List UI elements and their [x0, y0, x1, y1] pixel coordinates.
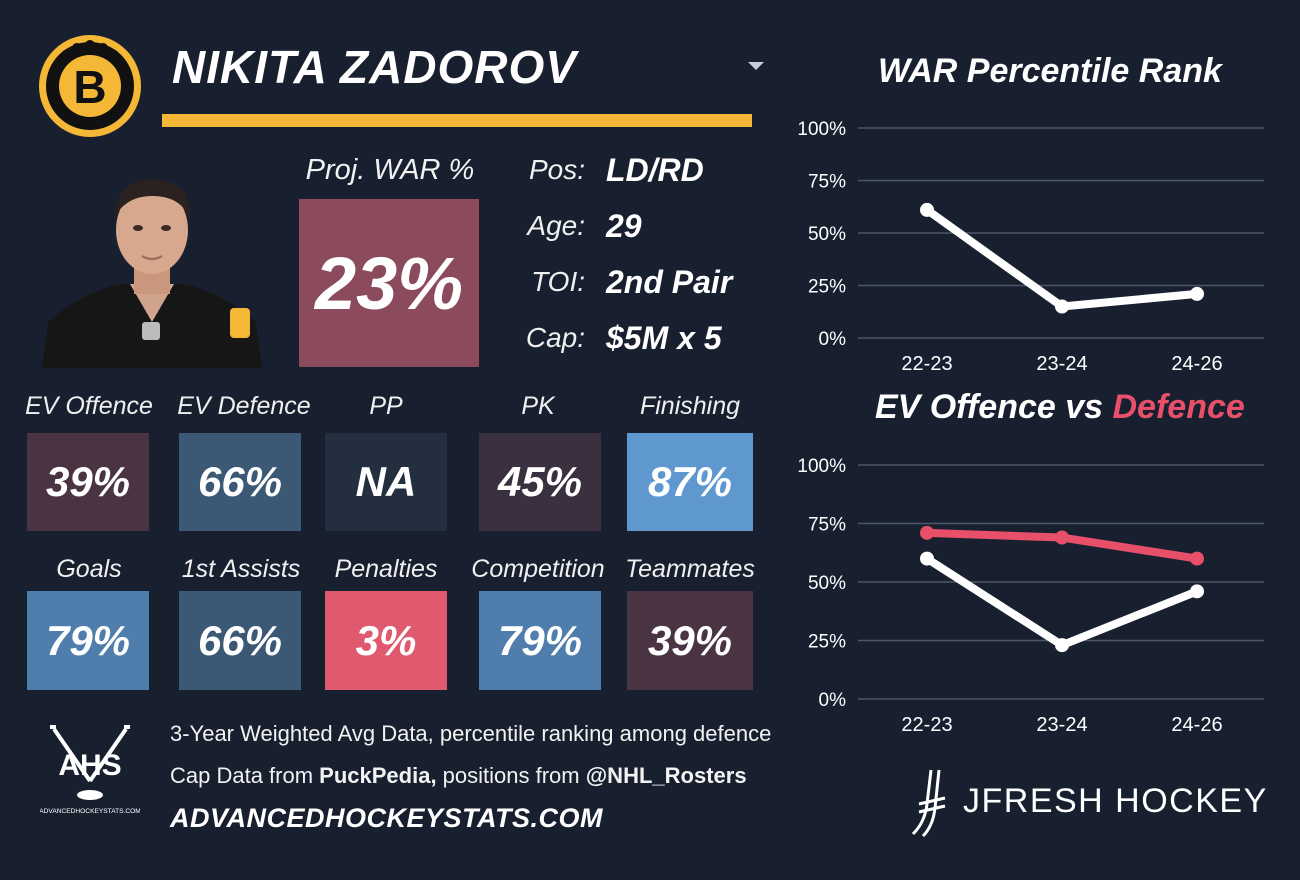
- finishing-value: 87%: [647, 458, 733, 505]
- goals-label: Goals: [56, 555, 122, 583]
- ev-defence-tile: 66%: [179, 433, 301, 531]
- chart1-xtick-label: 23-24: [1036, 353, 1087, 375]
- chart1-data-point: [920, 202, 934, 217]
- war-percentile-chart: 0% 25% 50% 75% 100% 22-23 23-24 24-26: [797, 119, 1264, 375]
- penalties-value: 3%: [355, 616, 417, 664]
- penalties-label: Penalties: [334, 555, 438, 583]
- chart2-title-defence: Defence: [1112, 388, 1245, 426]
- chart2-title-offence: EV Offence vs: [875, 388, 1113, 426]
- age-value: 29: [606, 208, 642, 244]
- ahs-logo: AHS ADVANCEDHOCKEYSTATS.COM: [40, 725, 140, 815]
- cap-value: $5M x 5: [606, 320, 722, 356]
- chart2-data-point: [1190, 551, 1204, 566]
- competition-tile: 79%: [479, 591, 601, 690]
- chart2-series-line: [923, 554, 1201, 650]
- toi-value: 2nd Pair: [606, 264, 733, 300]
- chart2-data-point: [1190, 584, 1204, 599]
- chart2-ytick-label: 100%: [797, 456, 846, 477]
- ahs-logo-sub: ADVANCEDHOCKEYSTATS.COM: [40, 808, 140, 815]
- footer-line-2: Cap Data from PuckPedia, positions from …: [170, 763, 747, 789]
- chart2-ytick-label: 25%: [808, 632, 846, 653]
- player-name: NIKITA ZADOROV: [172, 41, 577, 93]
- chart1-ytick-label: 0%: [819, 329, 847, 350]
- chart1-data-point: [1190, 286, 1204, 301]
- pp-value: NA: [355, 458, 417, 505]
- pk-value: 45%: [497, 458, 583, 505]
- finishing-label: Finishing: [639, 392, 741, 420]
- footer-line-1: 3-Year Weighted Avg Data, percentile ran…: [170, 721, 772, 746]
- war-value-box: 23%: [299, 199, 479, 367]
- chart2-data-point: [1055, 530, 1069, 545]
- competition-value: 79%: [497, 616, 583, 664]
- chart2-ytick-label: 75%: [808, 515, 846, 536]
- chart1-ytick-label: 25%: [808, 277, 846, 298]
- chart1-title: WAR Percentile Rank: [878, 52, 1222, 90]
- chart2-ytick-label: 0%: [819, 690, 847, 711]
- chart2-xtick-label: 24-26: [1171, 714, 1222, 736]
- nhl-rosters-link[interactable]: @NHL_Rosters: [585, 763, 747, 788]
- chart2-data-point: [1055, 638, 1069, 653]
- penalties-tile: 3%: [325, 591, 447, 690]
- chart1-xtick-label: 24-26: [1171, 353, 1222, 375]
- chart2-data-point: [920, 525, 934, 540]
- ev-defence-value: 66%: [197, 458, 283, 505]
- competition-label: Competition: [471, 555, 605, 583]
- chart2-title: EV Offence vs Defence: [875, 388, 1245, 427]
- teammates-label: Teammates: [625, 555, 755, 583]
- bruins-logo: B: [39, 35, 141, 137]
- war-label: Proj. WAR %: [305, 154, 475, 186]
- name-underline: [162, 114, 752, 127]
- pp-label: PP: [369, 392, 403, 420]
- ev-offence-label: EV Offence: [25, 392, 153, 420]
- pk-label: PK: [521, 392, 555, 420]
- chart2-data-point: [920, 551, 934, 566]
- puckpedia-link[interactable]: PuckPedia,: [319, 763, 437, 788]
- ev-offence-value: 39%: [45, 458, 131, 505]
- chart1-xtick-label: 22-23: [901, 353, 952, 375]
- first-assists-label: 1st Assists: [181, 555, 301, 583]
- chart1-series-line: [923, 205, 1201, 311]
- footer-line2-mid: positions from: [436, 763, 586, 788]
- footer-line2-prefix: Cap Data from: [170, 763, 320, 788]
- goals-value: 79%: [45, 616, 131, 664]
- teammates-value: 39%: [647, 616, 733, 664]
- footer-site-link[interactable]: ADVANCEDHOCKEYSTATS.COM: [170, 803, 604, 833]
- war-value: 23%: [314, 241, 464, 325]
- jfresh-brand-text: JFRESH HOCKEY: [963, 782, 1268, 820]
- goals-tile: 79%: [27, 591, 149, 690]
- pos-value: LD/RD: [606, 152, 704, 188]
- toi-label: TOI:: [531, 266, 585, 297]
- first-assists-value: 66%: [197, 616, 283, 664]
- chart1-data-point: [1055, 299, 1069, 314]
- player-dropdown-icon[interactable]: [748, 62, 764, 70]
- pk-tile: 45%: [479, 433, 601, 531]
- cap-label: Cap:: [525, 322, 585, 353]
- logo-letter: B: [73, 61, 106, 113]
- jfresh-brand: JFRESH HOCKEY: [911, 769, 1268, 838]
- pp-tile: NA: [325, 433, 447, 531]
- pos-label: Pos:: [528, 154, 585, 185]
- chart2-xtick-label: 23-24: [1036, 714, 1087, 736]
- chart1-ytick-label: 75%: [808, 172, 846, 193]
- chart1-ytick-label: 100%: [797, 119, 846, 140]
- ev-offence-tile: 39%: [27, 433, 149, 531]
- ev-defence-label: EV Defence: [177, 392, 311, 420]
- teammates-tile: 39%: [627, 591, 753, 690]
- age-label: Age:: [527, 210, 585, 241]
- chart2-xtick-label: 22-23: [901, 714, 952, 736]
- finishing-tile: 87%: [627, 433, 753, 531]
- chart2-ytick-label: 50%: [808, 573, 846, 594]
- ev-offence-defence-chart: 0% 25% 50% 75% 100% 22-23 23-24 24-26: [797, 456, 1264, 736]
- first-assists-tile: 66%: [179, 591, 301, 690]
- chart1-ytick-label: 50%: [808, 224, 846, 245]
- player-headshot: [42, 179, 262, 368]
- ahs-logo-text: AHS: [58, 749, 121, 782]
